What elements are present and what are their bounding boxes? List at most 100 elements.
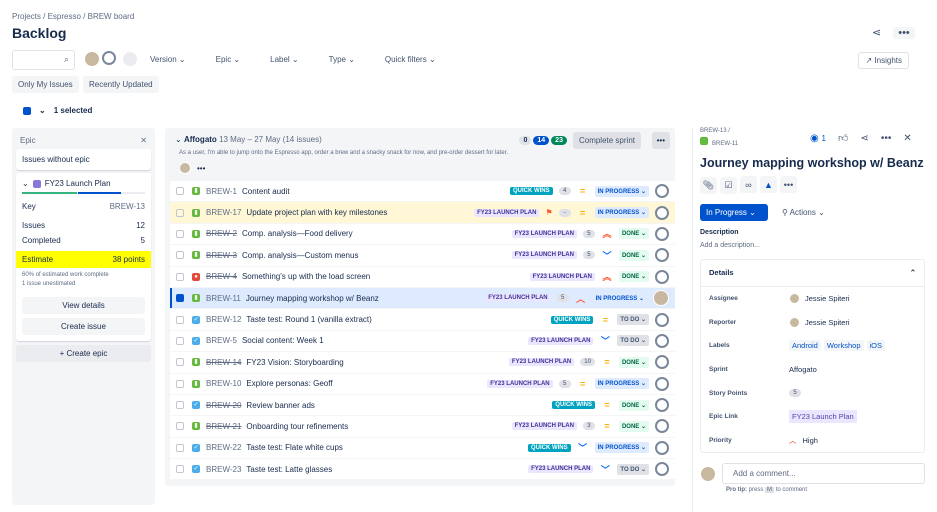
- issue-key[interactable]: BREW-11: [712, 141, 739, 147]
- status-dropdown[interactable]: DONE ⌄: [618, 420, 649, 432]
- assignee-avatar[interactable]: [655, 269, 669, 284]
- assignee-avatar[interactable]: [655, 462, 669, 477]
- assignee-avatar[interactable]: [655, 248, 669, 263]
- status-dropdown[interactable]: In Progress ⌄: [700, 203, 768, 221]
- epic-link[interactable]: FY23 Launch Plan: [789, 410, 857, 424]
- row-checkbox[interactable]: [176, 379, 184, 388]
- reporter[interactable]: Jessie Spiteri: [805, 317, 850, 327]
- share-icon[interactable]: ⋖: [872, 27, 882, 39]
- issue-summary[interactable]: Social content: Week 1: [241, 336, 324, 346]
- row-checkbox[interactable]: [176, 251, 184, 260]
- atlassian-icon[interactable]: ▲: [760, 176, 777, 193]
- issue-summary[interactable]: Explore personas: Geoff: [246, 379, 333, 389]
- issue-row[interactable]: ✓ BREW-22 Taste test: Flate white cups Q…: [170, 437, 675, 460]
- more-icon[interactable]: •••: [197, 163, 206, 173]
- assignee-avatar[interactable]: [655, 419, 669, 434]
- epic-label[interactable]: FY23 LAUNCH PLAN: [508, 358, 575, 367]
- avatar[interactable]: [84, 51, 100, 67]
- status-dropdown[interactable]: DONE ⌄: [618, 271, 649, 283]
- like-icon[interactable]: 👍︎: [837, 133, 849, 144]
- issue-row[interactable]: ✓ BREW-20 Review banner ads QUICK WINS =…: [170, 394, 675, 417]
- story-points[interactable]: 4: [558, 187, 571, 196]
- assignee-avatar[interactable]: [655, 184, 669, 199]
- status-dropdown[interactable]: TO DO ⌄: [617, 463, 649, 475]
- issue-summary[interactable]: Taste test: Round 1 (vanilla extract): [246, 315, 372, 325]
- chevron-down-icon[interactable]: ⌄: [39, 106, 46, 115]
- row-checkbox[interactable]: [176, 465, 184, 474]
- assignee-avatar[interactable]: [655, 312, 669, 327]
- close-icon[interactable]: ✕: [140, 136, 147, 145]
- status-dropdown[interactable]: IN PROGRESS ⌄: [594, 442, 649, 454]
- select-all-checkbox[interactable]: [23, 106, 31, 115]
- sprint-field[interactable]: Affogato: [789, 364, 817, 374]
- epic-label[interactable]: QUICK WINS: [527, 443, 571, 452]
- watch-icon[interactable]: ◉ 1: [810, 132, 826, 144]
- subtask-icon[interactable]: ☑: [720, 176, 737, 194]
- epic-label[interactable]: FY23 LAUNCH PLAN: [528, 465, 594, 474]
- epic-label[interactable]: FY23 LAUNCH PLAN: [528, 336, 594, 345]
- epic-label[interactable]: FY23 LAUNCH PLAN: [511, 422, 577, 431]
- issue-key[interactable]: BREW-11: [206, 293, 241, 303]
- issue-summary[interactable]: FY23 Vision: Storyboarding: [246, 357, 344, 367]
- issue-row[interactable]: ✓ BREW-12 Taste test: Round 1 (vanilla e…: [170, 309, 675, 331]
- issue-key[interactable]: BREW-12: [206, 315, 242, 325]
- issue-key[interactable]: BREW-1: [206, 186, 237, 196]
- row-checkbox[interactable]: [176, 294, 184, 303]
- issue-summary[interactable]: Taste test: Latte glasses: [246, 464, 333, 474]
- issue-key[interactable]: BREW-10: [206, 379, 242, 389]
- assignee-avatar[interactable]: [655, 355, 669, 370]
- quick-filters[interactable]: Quick filters ⌄: [384, 55, 436, 64]
- epic-label[interactable]: FY23 LAUNCH PLAN: [529, 272, 595, 281]
- epic-label[interactable]: QUICK WINS: [552, 401, 595, 410]
- complete-sprint-button[interactable]: Complete sprint: [572, 132, 641, 149]
- row-checkbox[interactable]: [176, 401, 184, 410]
- label-tag[interactable]: Workshop: [823, 340, 864, 352]
- breadcrumb-projects[interactable]: Projects: [12, 12, 41, 21]
- share-icon[interactable]: ⋖: [860, 132, 869, 144]
- issue-summary[interactable]: Review banner ads: [246, 400, 315, 410]
- insights-button[interactable]: ↗ Insights: [858, 52, 909, 69]
- more-icon[interactable]: •••: [893, 26, 915, 39]
- only-my-issues-button[interactable]: Only My Issues: [12, 76, 79, 93]
- assignee-avatar[interactable]: [655, 226, 669, 241]
- issue-key[interactable]: BREW-22: [206, 443, 242, 453]
- status-dropdown[interactable]: DONE ⌄: [618, 356, 649, 368]
- story-points[interactable]: 5: [582, 229, 595, 238]
- row-checkbox[interactable]: [176, 315, 184, 324]
- row-checkbox[interactable]: [176, 358, 184, 367]
- comment-input[interactable]: Add a comment...: [722, 463, 925, 485]
- issue-summary[interactable]: Comp. analysis—Food delivery: [241, 229, 353, 239]
- issue-row[interactable]: ▮ BREW-11 Journey mapping workshop w/ Be…: [170, 287, 675, 310]
- actions-dropdown[interactable]: ⚲ Actions ⌄: [782, 207, 825, 217]
- more-icon[interactable]: •••: [651, 132, 670, 149]
- issue-row[interactable]: ▮ BREW-3 Comp. analysis—Custom menus FY2…: [170, 245, 675, 267]
- status-dropdown[interactable]: IN PROGRESS ⌄: [594, 185, 649, 197]
- label-tag[interactable]: iOS: [866, 340, 886, 352]
- story-points[interactable]: 5: [556, 294, 569, 303]
- issue-summary[interactable]: Update project plan with key milestones: [246, 208, 388, 218]
- epic-card[interactable]: ⌄ FY23 Launch Plan Key BREW-13 Issues 12 Co…: [16, 173, 151, 341]
- status-dropdown[interactable]: DONE ⌄: [618, 249, 649, 261]
- label-filter[interactable]: Label ⌄: [270, 55, 299, 64]
- issue-key[interactable]: BREW-14: [206, 357, 242, 367]
- epic-label[interactable]: FY23 LAUNCH PLAN: [485, 294, 551, 303]
- recently-updated-button[interactable]: Recently Updated: [83, 76, 159, 93]
- avatar[interactable]: [102, 51, 116, 65]
- status-dropdown[interactable]: IN PROGRESS ⌄: [594, 207, 649, 219]
- story-points[interactable]: 5: [558, 379, 571, 388]
- issue-summary[interactable]: Journey mapping workshop w/ Beanz: [245, 293, 379, 303]
- status-dropdown[interactable]: TO DO ⌄: [617, 314, 649, 326]
- issue-key[interactable]: BREW-2: [206, 229, 237, 239]
- issue-row[interactable]: ▮ BREW-17 Update project plan with key m…: [170, 202, 675, 224]
- epic-label[interactable]: FY23 LAUNCH PLAN: [487, 379, 553, 388]
- epic-label[interactable]: FY23 LAUNCH PLAN: [474, 208, 540, 217]
- issue-key[interactable]: BREW-21: [206, 421, 242, 431]
- row-checkbox[interactable]: [176, 272, 184, 281]
- row-checkbox[interactable]: [176, 229, 184, 238]
- issue-row[interactable]: ▮ BREW-2 Comp. analysis—Food delivery FY…: [170, 223, 675, 246]
- row-checkbox[interactable]: [176, 208, 184, 217]
- view-details-button[interactable]: View details: [22, 297, 145, 314]
- issue-key[interactable]: BREW-17: [206, 208, 242, 218]
- search-input[interactable]: ⌕: [12, 50, 75, 70]
- issue-row[interactable]: ▮ BREW-21 Onboarding tour refinements FY…: [170, 416, 675, 438]
